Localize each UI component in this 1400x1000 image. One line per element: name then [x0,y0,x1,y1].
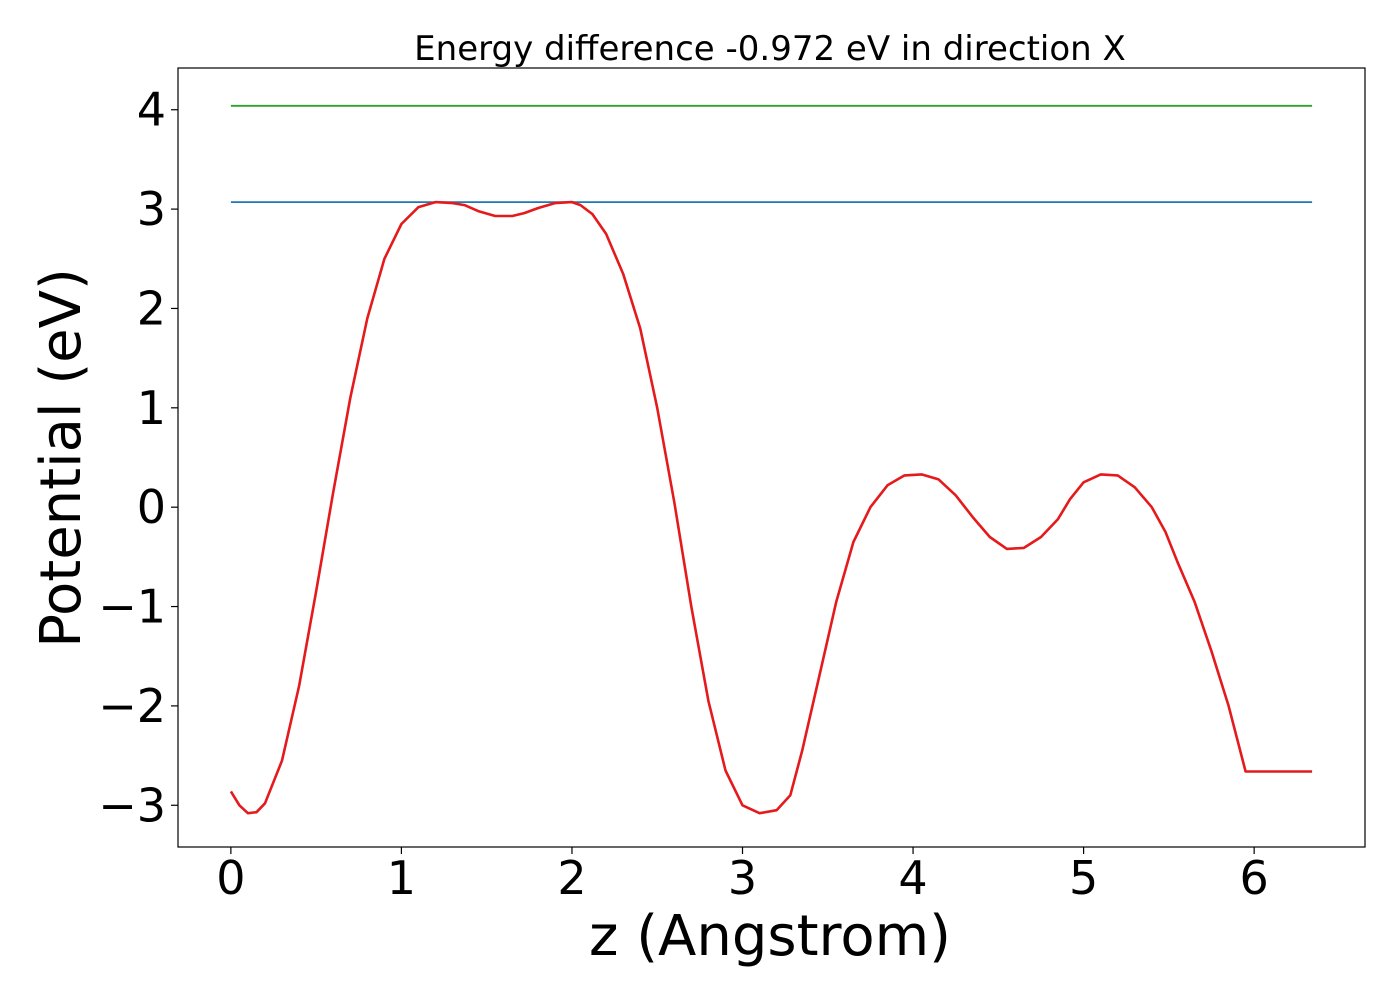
plot-frame [177,67,1366,848]
y-tick-label: 4 [137,83,166,137]
y-tick-label: 2 [137,281,166,335]
x-tick-label: 1 [387,851,416,905]
x-axis: 0 1 2 3 4 5 6 [216,847,1269,905]
x-tick-label: 6 [1240,851,1269,905]
chart-title: Energy difference -0.972 eV in direction… [414,29,1126,69]
y-axis: −3 −2 −1 0 1 2 3 4 [98,83,178,832]
y-tick-label: 1 [137,381,166,435]
x-tick-label: 0 [216,851,245,905]
x-axis-label: z (Angstrom) [589,904,951,969]
series-line-3 [229,200,1313,815]
x-tick-label: 2 [557,851,586,905]
y-tick-label: −2 [98,679,166,733]
series-layer [229,104,1313,815]
y-tick-label: 3 [137,182,166,236]
x-tick-label: 4 [898,851,927,905]
x-tick-label: 3 [728,851,757,905]
x-tick-label: 5 [1069,851,1098,905]
y-tick-label: −1 [98,580,166,634]
y-tick-label: 0 [137,480,166,534]
y-axis-label: Potential (eV) [29,268,94,648]
y-tick-label: −3 [98,778,166,832]
